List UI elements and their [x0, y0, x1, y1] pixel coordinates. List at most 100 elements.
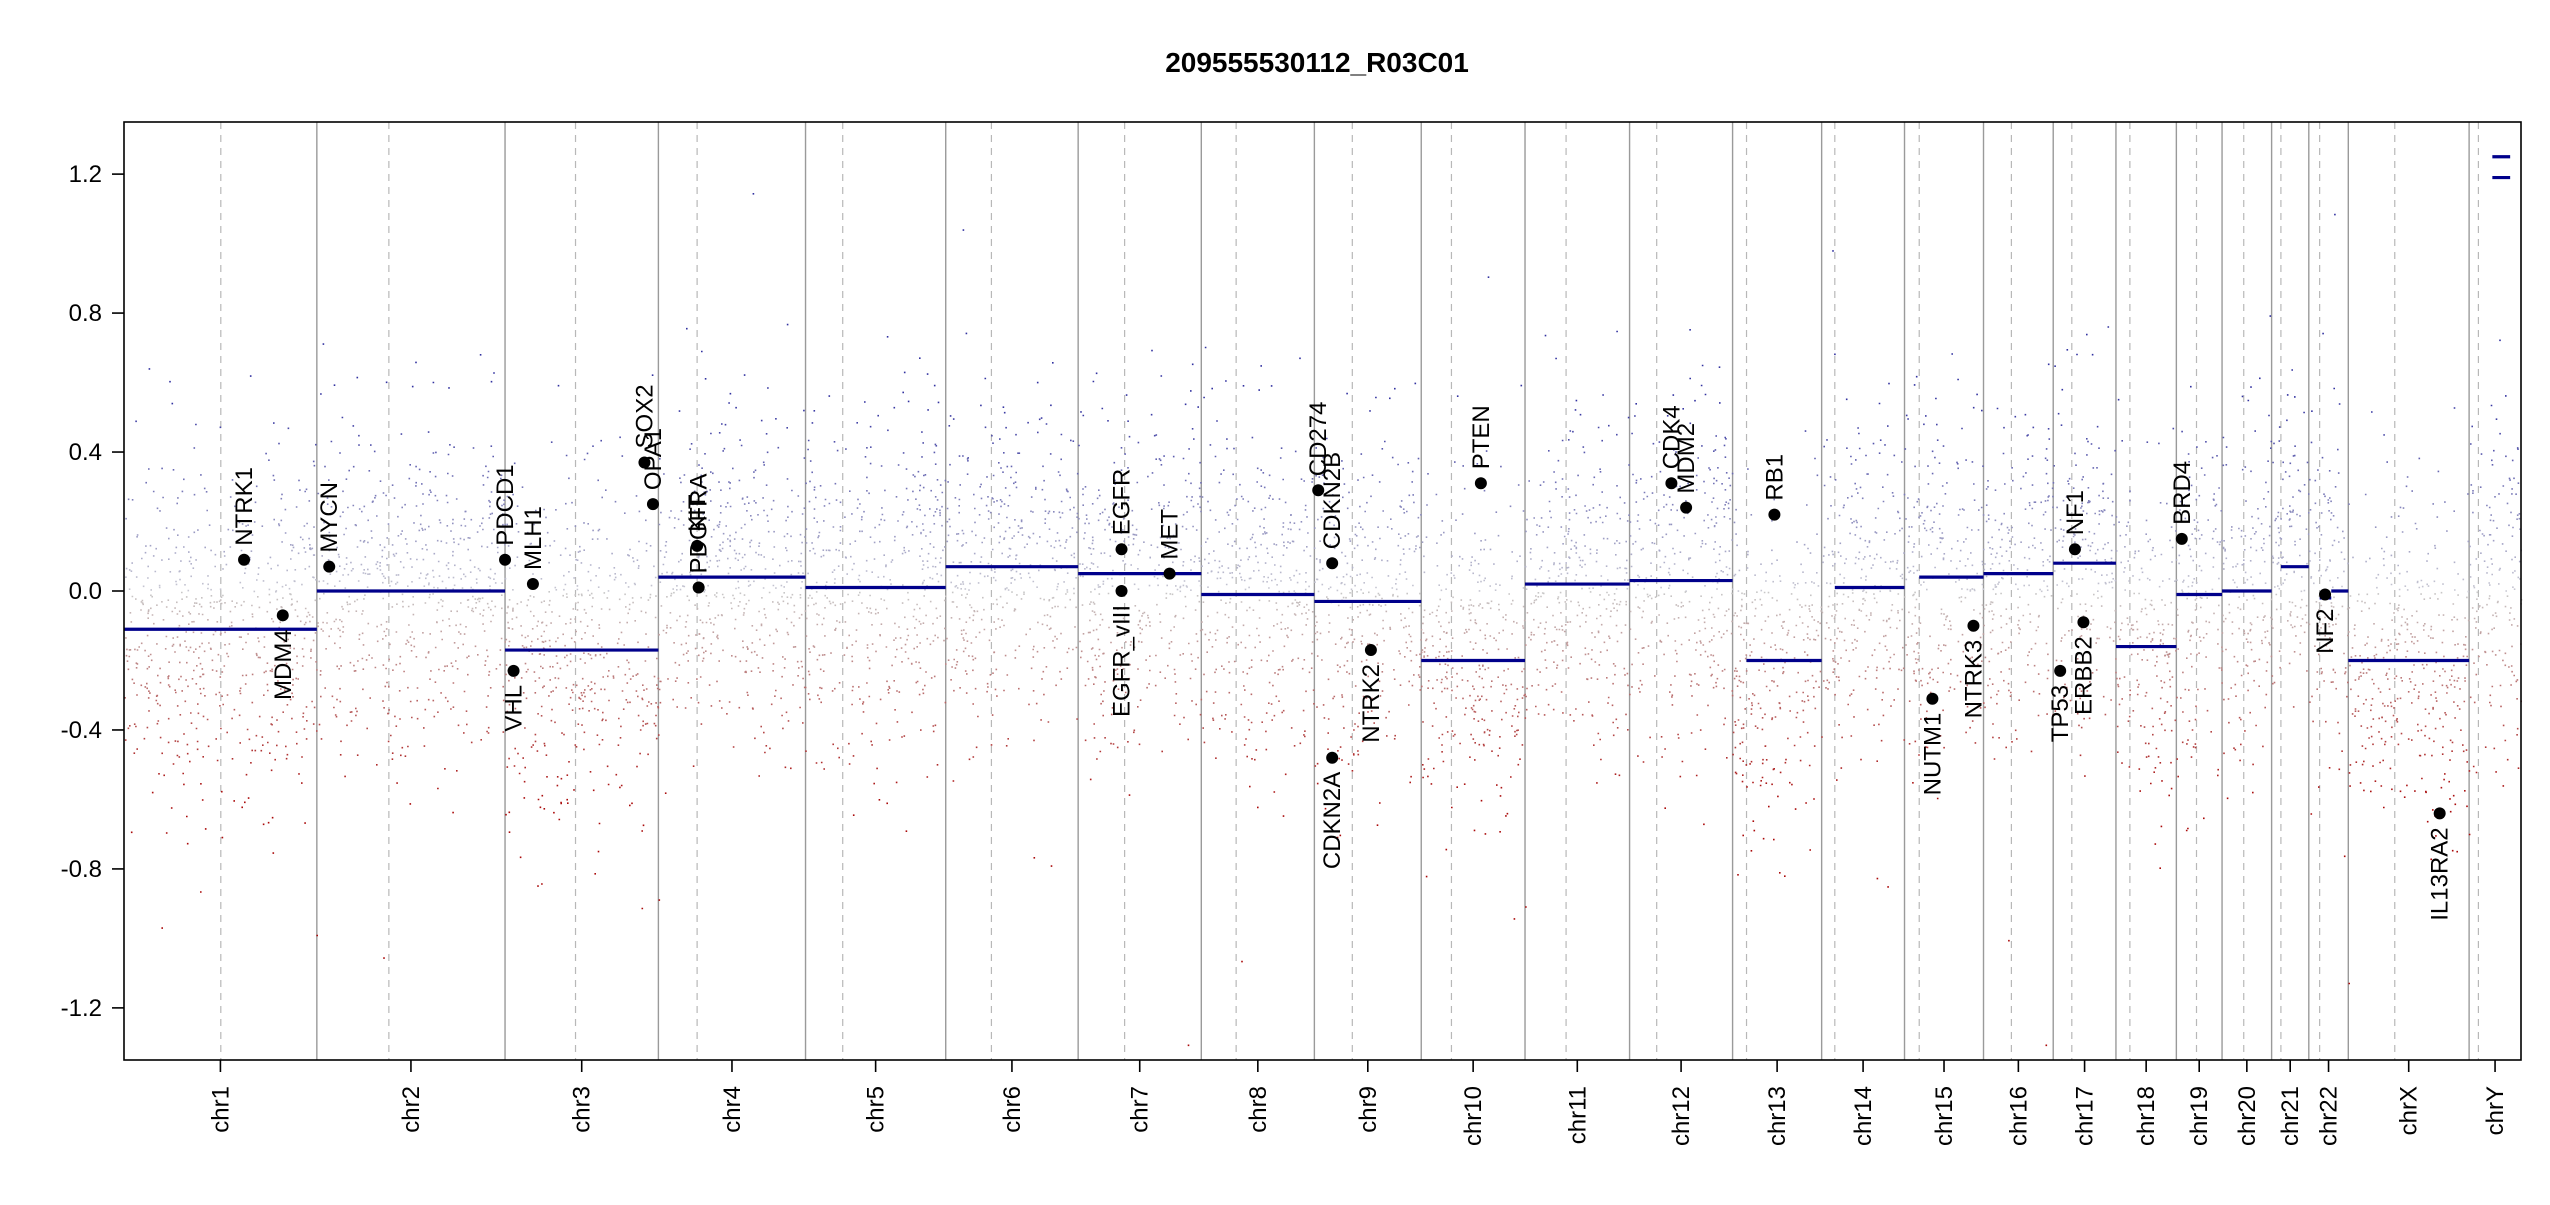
gene-label: CD274 — [1305, 402, 1332, 477]
probe-dots — [689, 447, 2519, 451]
probe-dots — [233, 707, 2461, 711]
probe-points — [124, 193, 2523, 1047]
probe-dots — [167, 677, 2466, 680]
gene-label: CDK4 — [1658, 405, 1685, 469]
probe-dots — [147, 610, 2478, 613]
probe-dots — [350, 561, 2456, 564]
y-tick-label: 1.2 — [69, 161, 102, 188]
probe-dots — [556, 784, 2505, 787]
gene-dot — [692, 581, 705, 594]
probe-dots — [187, 684, 2494, 688]
probe-dots — [722, 449, 2495, 452]
gene-dot — [638, 456, 651, 469]
probe-dots — [265, 451, 2076, 455]
probe-dots — [127, 497, 2265, 501]
x-tick-label: chr21 — [2277, 1086, 2304, 1146]
probe-dots — [135, 725, 2444, 729]
y-tick-label: -0.8 — [61, 856, 102, 883]
x-tick-label: chr18 — [2133, 1086, 2160, 1146]
probe-dots — [541, 794, 2455, 798]
probe-dots — [202, 755, 2160, 758]
probe-dots — [251, 615, 2456, 619]
probe-dots — [447, 453, 2483, 456]
probe-dots — [193, 493, 2367, 497]
probe-dots — [374, 494, 2496, 498]
probe-dots — [290, 543, 2489, 547]
x-tick-label: chr13 — [1764, 1086, 1791, 1146]
probe-dots — [167, 740, 2454, 744]
probe-dots — [2403, 796, 2406, 798]
x-tick-label: chr9 — [1355, 1086, 1382, 1133]
probe-dots — [1760, 779, 2163, 782]
probe-dots — [287, 427, 2175, 430]
probe-dots — [341, 415, 2017, 419]
x-tick-label: chr6 — [999, 1086, 1026, 1133]
probe-dots — [895, 781, 1914, 784]
probe-dots — [315, 443, 1886, 447]
probe-dots — [162, 496, 2331, 499]
probe-dots — [513, 765, 2475, 768]
probe-dots — [589, 771, 2497, 773]
gene-dot — [1326, 557, 1339, 570]
x-tick-label: chr11 — [1564, 1086, 1591, 1144]
probe-dots — [280, 519, 2495, 522]
probe-dots — [187, 589, 2507, 592]
probe-dots — [537, 798, 2451, 801]
probe-dots — [444, 767, 2520, 770]
probe-dots — [131, 498, 2330, 502]
probe-dots — [214, 553, 2393, 557]
gene-label: TP53 — [2047, 685, 2074, 742]
gene-label: VHL — [501, 685, 528, 732]
probe-dots — [158, 586, 2476, 590]
probe-dots — [144, 685, 2456, 689]
probe-dots — [1184, 403, 2341, 406]
x-tick-label: chr3 — [569, 1086, 596, 1133]
probe-dots — [262, 744, 2464, 747]
gene-dot — [526, 578, 539, 591]
probe-dots — [534, 733, 2518, 736]
probe-dots — [171, 402, 1881, 405]
probe-dots — [434, 680, 2518, 683]
probe-dots — [1003, 411, 2373, 414]
probe-dots — [492, 455, 2507, 458]
probe-dots — [219, 426, 2281, 429]
probe-dots — [129, 611, 2511, 614]
probe-dots — [212, 633, 2401, 636]
x-tick-label: chr5 — [863, 1086, 890, 1133]
probe-dots — [146, 634, 2430, 637]
x-tick-label: chr12 — [1668, 1086, 1695, 1146]
x-tick-label: chr22 — [2316, 1086, 2343, 1146]
probe-dots — [185, 627, 2493, 631]
probe-dots — [146, 687, 2380, 690]
probe-dots — [175, 582, 2500, 586]
probe-dots — [270, 769, 2471, 772]
probe-dots — [1734, 771, 2478, 774]
gene-label: EGFR_vIII — [1109, 605, 1136, 717]
probe-dots — [136, 747, 2496, 750]
x-tick-label: chr19 — [2186, 1086, 2213, 1146]
y-tick-label: 0.4 — [69, 439, 102, 466]
probe-dots — [149, 691, 2448, 695]
probe-dots — [361, 657, 2188, 660]
probe-dots — [141, 557, 2493, 560]
gene-dot — [2068, 543, 2081, 556]
probe-dots — [156, 722, 1994, 725]
gene-label: MET — [1157, 509, 1184, 560]
probe-dots — [133, 681, 2349, 685]
probe-dots — [143, 737, 2431, 741]
gene-label: PTEN — [1468, 405, 1495, 469]
probe-dots — [136, 535, 2388, 539]
probe-dots — [1089, 778, 2445, 781]
probe-dots — [980, 404, 2493, 407]
x-tick-label: chr14 — [1850, 1086, 1877, 1146]
probe-dots — [560, 777, 2423, 780]
gene-dot — [1312, 484, 1325, 497]
probe-dots — [130, 570, 2516, 573]
probe-dots — [171, 644, 2390, 647]
probe-dots — [664, 792, 667, 794]
probe-dots — [200, 632, 2490, 635]
probe-dots — [128, 648, 2474, 652]
probe-dots — [216, 759, 2384, 762]
probe-dots — [823, 768, 2341, 771]
x-tick-label: chr15 — [1931, 1086, 1958, 1146]
